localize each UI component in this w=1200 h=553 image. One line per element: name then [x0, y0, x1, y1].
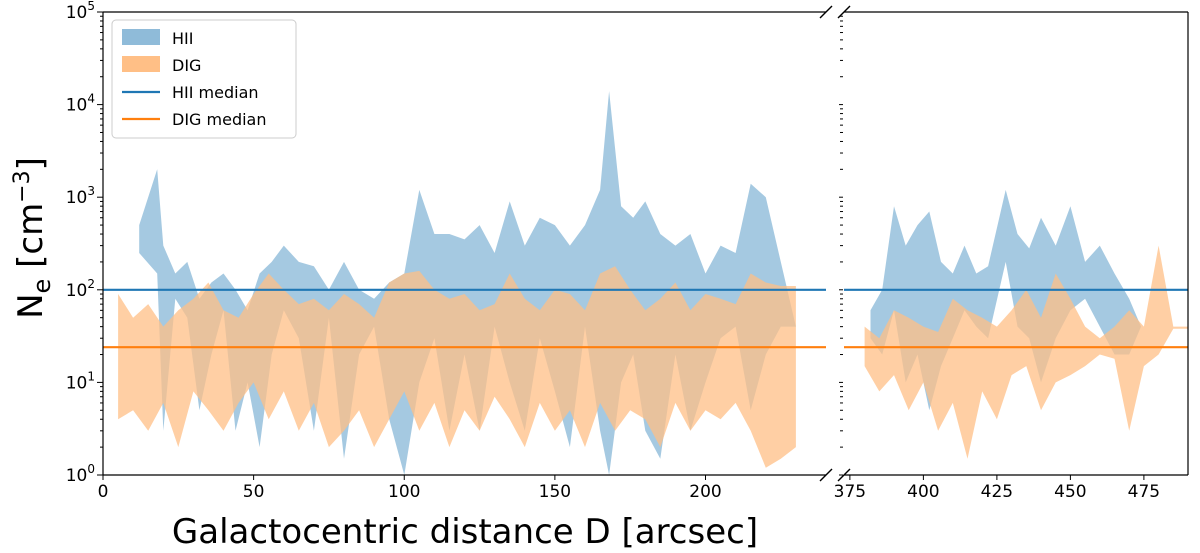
y-tick-exponent: 1: [87, 369, 95, 383]
x-tick-label: 425: [981, 482, 1013, 502]
y-tick-label: 104: [66, 92, 95, 116]
x-tick-label: 100: [388, 482, 420, 502]
legend-label: DIG median: [172, 110, 267, 129]
dig-band: [864, 245, 1188, 459]
break-mark: [837, 5, 851, 19]
y-tick-exponent: 3: [87, 184, 95, 198]
break-mark: [819, 5, 833, 19]
y-tick-base: 10: [66, 188, 88, 208]
x-tick-label: 450: [1054, 482, 1086, 502]
y-tick-label: 100: [66, 462, 95, 486]
x-tick-label: 50: [243, 482, 265, 502]
x-axis-label: Galactocentric distance D [arcsec]: [172, 512, 758, 552]
y-axis-label-main: N: [11, 293, 51, 318]
axis-break-marks: [819, 5, 851, 482]
y-tick-base: 10: [66, 281, 88, 301]
y-tick-exponent: 2: [87, 277, 95, 291]
y-tick-base: 10: [66, 373, 88, 393]
x-tick-label: 200: [689, 482, 721, 502]
panel-1-plot-area: [103, 91, 826, 475]
y-tick-exponent: 0: [87, 462, 95, 476]
x-tick-label: 0: [98, 482, 109, 502]
y-axis-label-unit-exponent: −3: [10, 170, 35, 202]
y-tick-base: 10: [66, 96, 88, 116]
legend: HII DIG HII median DIG median: [111, 19, 297, 139]
y-axis-label: Ne [cm−3]: [10, 157, 56, 319]
panel-1: 0 50 100 150 200: [98, 11, 826, 502]
y-tick-base: 10: [66, 466, 88, 486]
y-tick-exponent: 4: [87, 92, 95, 106]
dig-band: [118, 266, 796, 468]
y-axis-label-sub: e: [28, 279, 56, 294]
plot-panels: 0 50 100 150 200 375 400 425 450 4751001011021031…: [66, 0, 1189, 502]
panel-2-plot-area: [844, 189, 1188, 459]
legend-label: HII: [172, 29, 193, 48]
y-tick-label: 105: [66, 0, 95, 23]
legend-swatch: [122, 29, 160, 45]
panel-2: 375 400 425 450 475: [834, 11, 1189, 502]
y-tick-label: 101: [66, 369, 95, 393]
x-tick-label: 375: [834, 482, 866, 502]
legend-swatch: [122, 56, 160, 72]
legend-label: HII median: [172, 83, 259, 102]
panel-2-frame: [844, 11, 1189, 476]
break-mark: [819, 468, 833, 482]
x-tick-label: 475: [1128, 482, 1160, 502]
y-tick-base: 10: [66, 3, 88, 23]
y-axis-label-unit: [cm: [11, 203, 51, 279]
break-mark: [837, 468, 851, 482]
y-tick-exponent: 5: [87, 0, 95, 13]
y-tick-label: 102: [66, 277, 95, 301]
y-tick-label: 103: [66, 184, 95, 208]
legend-frame: [111, 19, 297, 139]
hii-band: [139, 91, 796, 475]
legend-label: DIG: [172, 56, 201, 75]
y-axis-label-unit-close: ]: [11, 157, 51, 170]
x-tick-label: 150: [539, 482, 571, 502]
x-tick-label: 400: [907, 482, 939, 502]
